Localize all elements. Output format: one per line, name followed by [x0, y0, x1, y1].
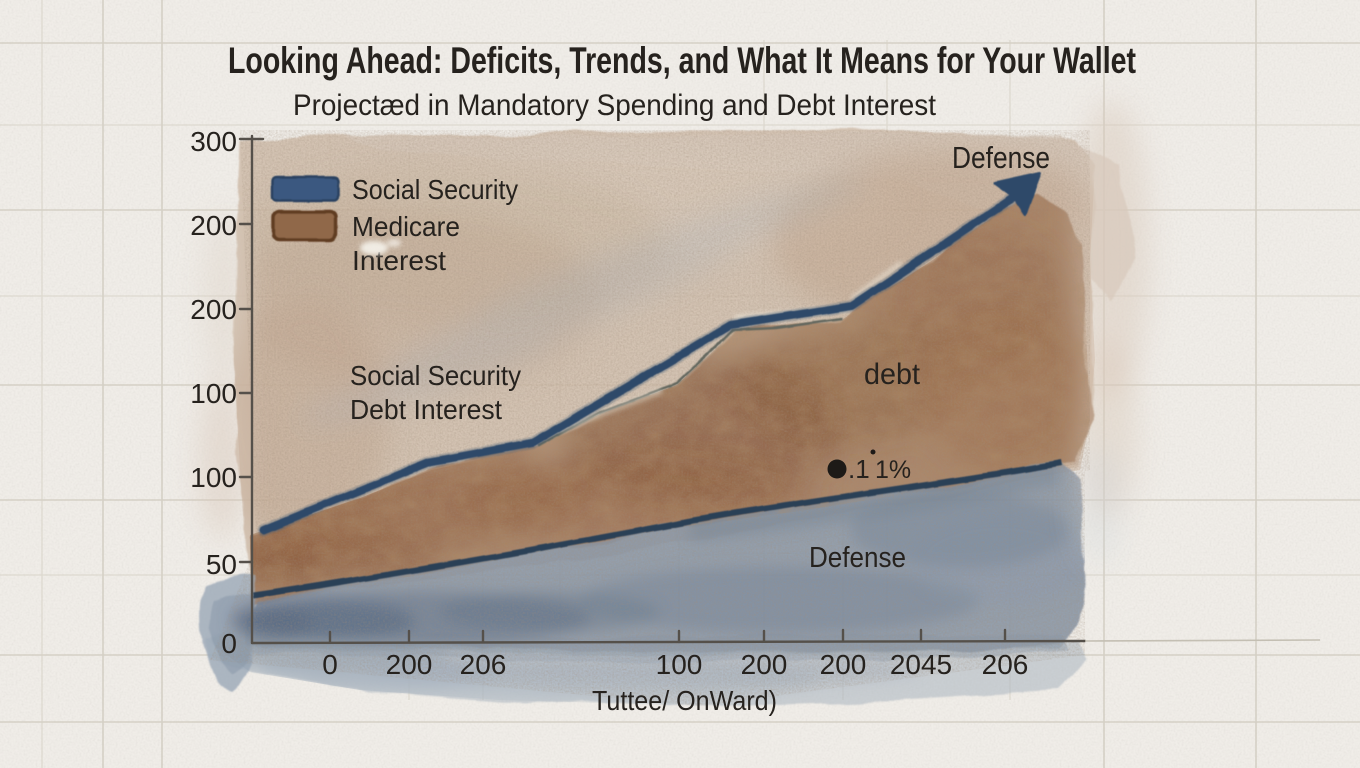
- svg-text:Looking Ahead: Deficits, Trend: Looking Ahead: Deficits, Trends, and Wha…: [228, 40, 1136, 81]
- svg-text:Medicare: Medicare: [352, 211, 460, 242]
- svg-text:200: 200: [741, 649, 788, 680]
- svg-text:200: 200: [190, 294, 237, 325]
- svg-text:300: 300: [190, 126, 237, 157]
- svg-text:Debt Interest: Debt Interest: [350, 394, 502, 425]
- svg-text:206: 206: [460, 649, 507, 680]
- svg-text:206: 206: [982, 649, 1029, 680]
- svg-text:100: 100: [190, 462, 237, 493]
- svg-text:debt: debt: [864, 358, 921, 391]
- svg-text:Social Security: Social Security: [350, 360, 521, 391]
- svg-text:Social Security: Social Security: [352, 174, 518, 205]
- svg-text:Tuttee/ OnWard): Tuttee/ OnWard): [592, 685, 777, 716]
- svg-text:Projectæd in Mandatory Spendin: Projectæd in Mandatory Spending and Debt…: [293, 89, 937, 122]
- svg-text:100: 100: [190, 378, 237, 409]
- svg-text:100: 100: [656, 649, 703, 680]
- svg-text:0: 0: [221, 628, 237, 659]
- svg-text:1%: 1%: [875, 456, 911, 484]
- svg-text:200: 200: [386, 649, 433, 680]
- svg-text:Defense: Defense: [809, 542, 906, 574]
- svg-text:200: 200: [190, 210, 237, 241]
- svg-text:2045: 2045: [890, 649, 952, 680]
- svg-text:50: 50: [206, 549, 237, 580]
- svg-text:200: 200: [820, 649, 867, 680]
- svg-text:Defense: Defense: [952, 140, 1050, 175]
- svg-text:.1: .1: [848, 454, 870, 484]
- svg-text:0: 0: [322, 649, 338, 680]
